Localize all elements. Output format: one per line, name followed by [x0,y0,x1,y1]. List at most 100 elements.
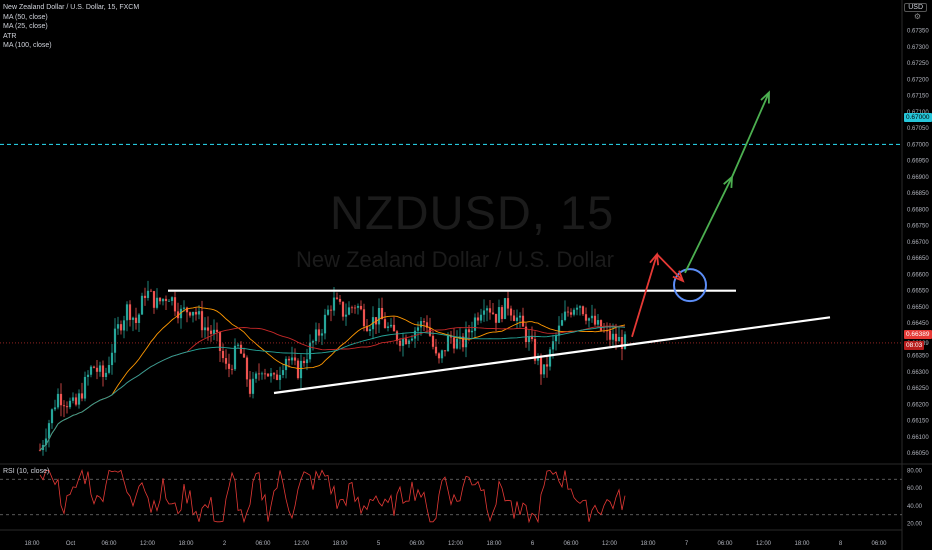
candle-body [212,329,216,334]
candle-body [44,438,48,446]
time-tick-label: 2 [223,541,227,547]
time-tick-label: 18:00 [640,541,656,547]
candle-body [512,315,516,321]
candle-body [266,373,270,377]
indicator-ma100[interactable]: MA (100, close) [3,42,52,49]
rsi-tick-label: 20.00 [907,522,923,528]
candle-body [233,345,237,370]
candle-body [59,393,63,406]
candle-body [188,312,192,316]
candle-body [143,295,147,298]
candle-body [557,325,561,336]
candle-body [428,327,432,336]
candle-body [503,298,507,319]
candle-body [140,295,144,315]
watermark-name: New Zealand Dollar / U.S. Dollar [296,247,614,272]
candle-body [215,329,219,332]
candle-body [302,360,306,364]
candle-body [611,333,615,340]
time-axis[interactable]: 18:00 Oct 06:00 12:00 18:00 2 06:00 12:00 18:00 5… [0,529,902,547]
support-trendline [273,316,831,395]
candle-body [296,360,300,379]
candle-body [422,321,426,323]
red-arrow-down [656,253,684,282]
candle-body [278,374,282,380]
candle-body [251,378,255,394]
green-arrow-2 [731,92,770,178]
candle-body [380,307,384,320]
indicator-atr[interactable]: ATR [3,32,17,40]
rsi-pane: 80.00 60.00 40.00 20.00 [0,463,932,528]
price-tick-label: 0.66050 [907,451,929,457]
candle-body [227,363,231,369]
candle-body [50,409,54,424]
candle-body [599,320,603,331]
time-tick-label: 18:00 [332,541,348,547]
candle-body [407,340,411,344]
candle-body [347,307,351,315]
time-tick-label: 8 [839,541,843,547]
indicator-ma50[interactable]: MA (50, close) [3,13,48,21]
candle-body [206,327,210,331]
price-tick-label: 0.66800 [907,207,929,213]
price-tick-label: 0.67300 [907,45,929,51]
candle-body [437,353,441,359]
gear-icon[interactable]: ⚙ [913,12,921,21]
level-price-tag: 0.67000 [904,113,932,122]
candle-body [551,341,555,350]
price-axis[interactable]: 0.67350 0.67300 0.67250 0.67200 0.67150 0.671… [901,0,929,550]
candle-body [98,365,102,372]
candle-body [491,312,495,314]
candle-body [356,305,360,308]
candle-body [497,307,501,323]
candle-body [89,366,93,375]
time-tick-label: 18:00 [24,541,40,547]
candle-body [92,366,96,368]
candle-body [350,307,354,309]
price-tick-label: 0.66300 [907,370,929,376]
candle-body [545,364,549,367]
candle-body [239,344,243,354]
candle-body [95,367,99,372]
candle-body [119,324,123,331]
currency-button[interactable]: USD [904,3,927,12]
time-tick-label: 06:00 [871,541,887,547]
candle-body [389,324,393,327]
candle-body [305,359,309,364]
candle-body [320,333,324,336]
candle-body [218,331,222,351]
candle-body [623,334,627,350]
candle-body [83,376,87,399]
candle-body [86,374,90,377]
indicator-ma25[interactable]: MA (25, close) [3,23,48,30]
candle-body [386,326,390,328]
candle-body [116,324,120,329]
drawings[interactable] [0,90,902,395]
candle-body [506,298,510,309]
price-tick-label: 0.67000 [907,142,929,148]
candle-body [71,397,75,401]
candle-body [467,329,471,333]
time-tick-label: 12:00 [756,541,772,547]
candle-body [275,374,279,380]
candle-body [335,297,339,299]
candle-body [461,336,465,348]
candle-body [524,326,528,343]
rsi-label[interactable]: RSI (10, close) [3,468,50,475]
ma-100-line [39,326,626,451]
candle-body [410,338,414,341]
chart-title[interactable]: New Zealand Dollar / U.S. Dollar, 15, FX… [3,4,140,11]
candle-body [185,307,189,313]
price-tick-label: 0.66750 [907,224,929,230]
candle-body [107,365,111,373]
candle-body [293,357,297,361]
price-tick-label: 0.67100 [907,110,929,116]
candle-body [449,335,453,338]
time-tick-label: 7 [685,541,689,547]
candle-body [167,300,171,302]
candle-body [365,326,369,332]
candle-body [614,333,618,342]
candle-body [170,297,174,301]
candle-body [245,357,249,380]
